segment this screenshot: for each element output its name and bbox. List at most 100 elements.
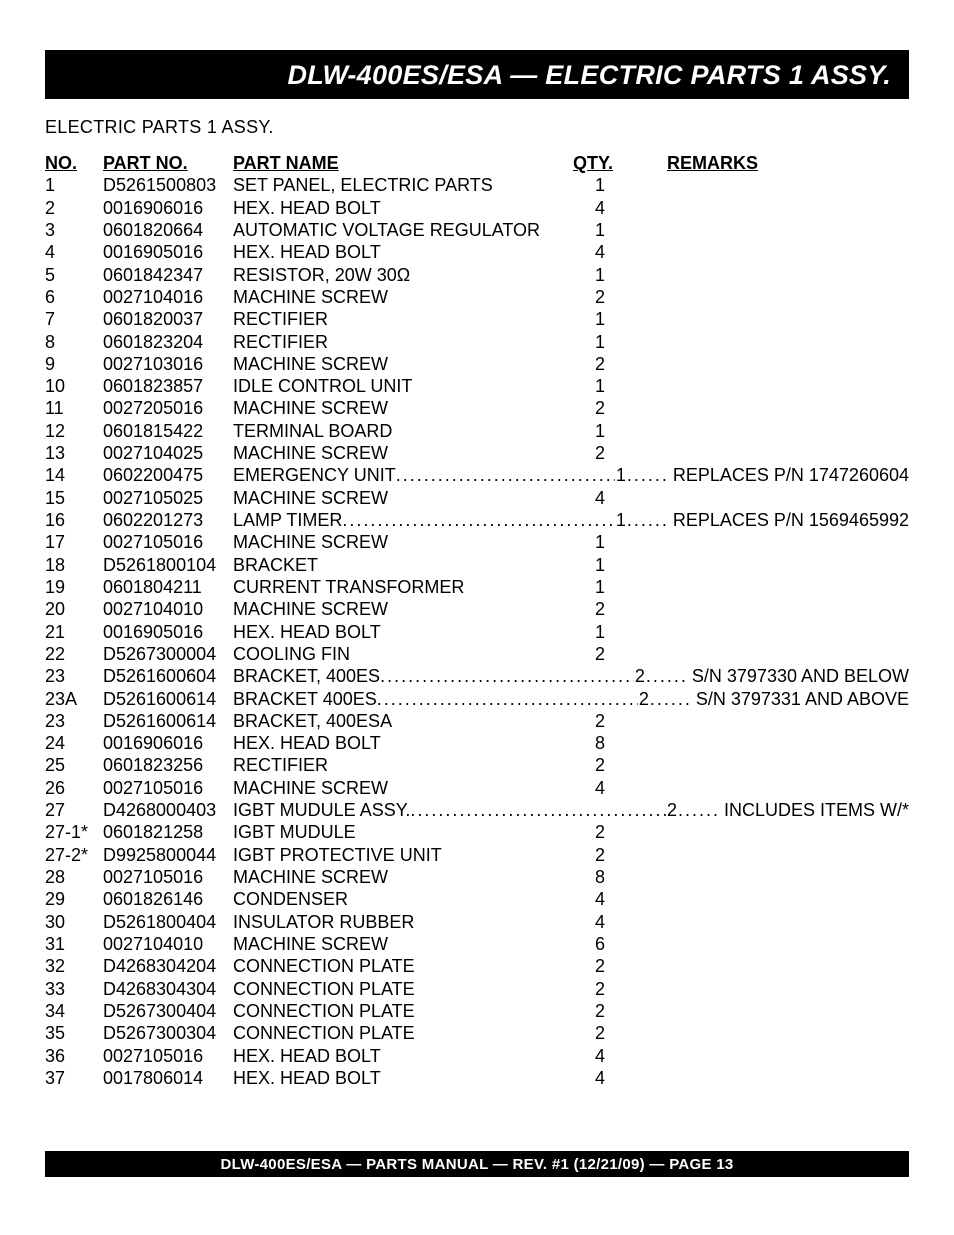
subtitle: ELECTRIC PARTS 1 ASSY. bbox=[45, 117, 909, 138]
cell-part-name: LAMP TIMER bbox=[233, 509, 342, 531]
cell-part-name: CURRENT TRANSFORMER bbox=[233, 576, 573, 598]
table-row: 34D5267300404CONNECTION PLATE2 bbox=[45, 1000, 909, 1022]
cell-qty: 1 bbox=[573, 219, 627, 241]
cell-qty: 1 bbox=[573, 420, 627, 442]
cell-part-name: MACHINE SCREW bbox=[233, 442, 573, 464]
cell-qty: 4 bbox=[573, 777, 627, 799]
cell-part-no: D9925800044 bbox=[103, 844, 233, 866]
cell-no: 27-2* bbox=[45, 844, 103, 866]
cell-part-name: MACHINE SCREW bbox=[233, 286, 573, 308]
cell-part-no: 0601826146 bbox=[103, 888, 233, 910]
footer-text: DLW-400ES/ESA — PARTS MANUAL — REV. #1 (… bbox=[220, 1156, 733, 1173]
cell-part-no: 0601823204 bbox=[103, 331, 233, 353]
cell-part-name: IDLE CONTROL UNIT bbox=[233, 375, 573, 397]
cell-part-no: 0602201273 bbox=[103, 509, 233, 531]
cell-no: 27-1* bbox=[45, 821, 103, 843]
cell-qty: 4 bbox=[573, 197, 627, 219]
table-row: 130027104025MACHINE SCREW2 bbox=[45, 442, 909, 464]
cell-remarks bbox=[627, 331, 657, 353]
cell-qty: 4 bbox=[573, 1045, 627, 1067]
leader-dots: ...... bbox=[646, 665, 688, 687]
cell-no: 7 bbox=[45, 308, 103, 330]
header-no: NO. bbox=[45, 152, 103, 174]
table-row: 160602201273LAMP TIMER1...... REPLACES P… bbox=[45, 509, 909, 531]
cell-qty: 4 bbox=[573, 911, 627, 933]
cell-no: 30 bbox=[45, 911, 103, 933]
cell-remarks: S/N 3797331 AND ABOVE bbox=[692, 688, 909, 710]
cell-part-name: CONNECTION PLATE bbox=[233, 1000, 573, 1022]
table-row: 200027104010MACHINE SCREW2 bbox=[45, 598, 909, 620]
cell-remarks bbox=[627, 1067, 657, 1089]
cell-part-name: IGBT MUDULE bbox=[233, 821, 573, 843]
cell-part-no: D5267300304 bbox=[103, 1022, 233, 1044]
cell-no: 34 bbox=[45, 1000, 103, 1022]
cell-part-name: HEX. HEAD BOLT bbox=[233, 1067, 573, 1089]
table-header: NO. PART NO. PART NAME QTY. REMARKS bbox=[45, 152, 909, 174]
cell-remarks bbox=[627, 911, 657, 933]
cell-part-name: SET PANEL, ELECTRIC PARTS bbox=[233, 174, 573, 196]
cell-part-no: 0027105016 bbox=[103, 777, 233, 799]
cell-no: 35 bbox=[45, 1022, 103, 1044]
cell-part-name: MACHINE SCREW bbox=[233, 531, 573, 553]
cell-part-name: CONNECTION PLATE bbox=[233, 955, 573, 977]
cell-part-name: MACHINE SCREW bbox=[233, 353, 573, 375]
cell-qty: 1 bbox=[573, 308, 627, 330]
cell-part-no: D5261600614 bbox=[103, 688, 233, 710]
cell-part-no: 0027104010 bbox=[103, 933, 233, 955]
cell-remarks bbox=[627, 955, 657, 977]
table-row: 23D5261600604BRACKET, 400ES2...... S/N 3… bbox=[45, 665, 909, 687]
cell-remarks: REPLACES P/N 1747260604 bbox=[669, 464, 909, 486]
cell-no: 15 bbox=[45, 487, 103, 509]
cell-part-name: IGBT MUDULE ASSY. bbox=[233, 799, 410, 821]
cell-remarks bbox=[627, 174, 657, 196]
table-row: 280027105016MACHINE SCREW8 bbox=[45, 866, 909, 888]
table-row: 33D4268304304CONNECTION PLATE2 bbox=[45, 978, 909, 1000]
table-row: 40016905016HEX. HEAD BOLT4 bbox=[45, 241, 909, 263]
leader-dots bbox=[410, 799, 666, 821]
leader-dots: ...... bbox=[650, 688, 692, 710]
cell-qty: 2 bbox=[573, 397, 627, 419]
cell-part-name: EMERGENCY UNIT bbox=[233, 464, 396, 486]
cell-no: 24 bbox=[45, 732, 103, 754]
cell-remarks bbox=[627, 621, 657, 643]
table-row: 27-1*0601821258IGBT MUDULE2 bbox=[45, 821, 909, 843]
cell-remarks bbox=[627, 420, 657, 442]
cell-no: 28 bbox=[45, 866, 103, 888]
cell-qty: 4 bbox=[573, 241, 627, 263]
cell-part-name: HEX. HEAD BOLT bbox=[233, 732, 573, 754]
cell-qty: 2 bbox=[666, 799, 678, 821]
cell-remarks bbox=[627, 197, 657, 219]
cell-part-no: D5261500803 bbox=[103, 174, 233, 196]
header-qty: QTY. bbox=[573, 152, 627, 174]
header-part-no: PART NO. bbox=[103, 152, 233, 174]
cell-qty: 1 bbox=[573, 554, 627, 576]
table-row: 18D5261800104BRACKET1 bbox=[45, 554, 909, 576]
cell-qty: 2 bbox=[573, 286, 627, 308]
cell-part-name: IGBT PROTECTIVE UNIT bbox=[233, 844, 573, 866]
table-row: 35D5267300304CONNECTION PLATE2 bbox=[45, 1022, 909, 1044]
leader-dots: ...... bbox=[627, 464, 669, 486]
cell-part-name: BRACKET 400ES bbox=[233, 688, 377, 710]
cell-qty: 1 bbox=[615, 509, 627, 531]
table-row: 370017806014HEX. HEAD BOLT4 bbox=[45, 1067, 909, 1089]
leader-dots: ...... bbox=[627, 509, 669, 531]
cell-remarks bbox=[627, 554, 657, 576]
cell-part-no: 0027105016 bbox=[103, 531, 233, 553]
cell-remarks bbox=[627, 888, 657, 910]
table-row: 250601823256RECTIFIER2 bbox=[45, 754, 909, 776]
cell-part-no: 0027103016 bbox=[103, 353, 233, 375]
leader-dots: ...... bbox=[678, 799, 720, 821]
cell-qty: 2 bbox=[573, 1022, 627, 1044]
cell-no: 18 bbox=[45, 554, 103, 576]
table-row: 30D5261800404INSULATOR RUBBER4 bbox=[45, 911, 909, 933]
cell-no: 1 bbox=[45, 174, 103, 196]
cell-part-no: 0016905016 bbox=[103, 241, 233, 263]
cell-remarks bbox=[627, 821, 657, 843]
cell-part-no: D5261800404 bbox=[103, 911, 233, 933]
cell-qty: 2 bbox=[638, 688, 650, 710]
table-row: 32D4268304204CONNECTION PLATE2 bbox=[45, 955, 909, 977]
cell-no: 8 bbox=[45, 331, 103, 353]
cell-remarks bbox=[627, 531, 657, 553]
leader-dots bbox=[380, 665, 634, 687]
table-row: 290601826146CONDENSER4 bbox=[45, 888, 909, 910]
